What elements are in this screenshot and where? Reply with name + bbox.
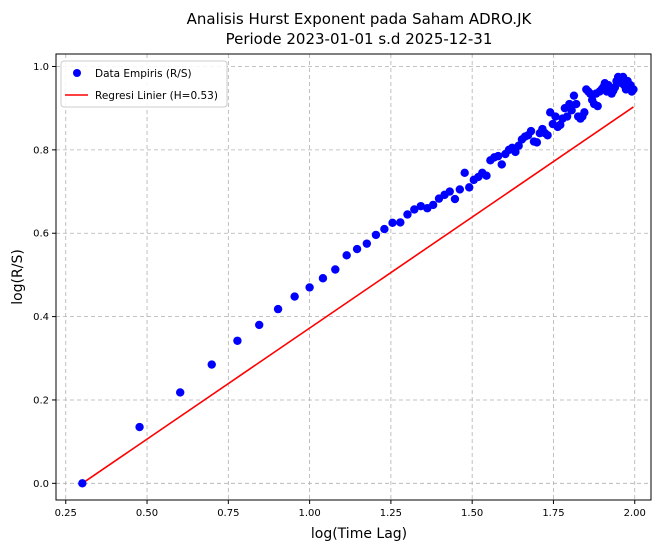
data-point	[403, 210, 412, 219]
data-point	[465, 183, 474, 192]
data-point	[273, 304, 283, 314]
data-point	[371, 230, 381, 240]
data-point	[629, 85, 638, 94]
data-point	[497, 160, 506, 169]
y-tick-label: 1.0	[33, 62, 49, 73]
y-axis-label: log(R/S)	[10, 249, 26, 305]
y-tick-label: 0.0	[33, 479, 49, 490]
data-point	[455, 185, 465, 194]
data-point	[450, 194, 460, 204]
data-point	[331, 265, 340, 274]
plot-frame	[55, 53, 652, 501]
data-point	[551, 112, 560, 121]
legend-box	[60, 60, 228, 108]
data-point	[380, 224, 389, 234]
data-point	[78, 479, 87, 488]
data-point	[290, 292, 299, 301]
y-tick-label: 0.8	[33, 145, 49, 156]
x-tick-label: 0.75	[217, 508, 239, 519]
data-point	[207, 360, 216, 369]
x-tick-label: 1.25	[380, 508, 402, 519]
data-point	[514, 141, 523, 150]
data-point	[176, 388, 185, 397]
scatter-points	[78, 72, 638, 488]
chart-title: Analisis Hurst Exponent pada Saham ADRO.…	[187, 10, 533, 28]
x-tick-label: 1.50	[461, 508, 483, 519]
x-axis-ticks: 0.25 0.50 0.75 1.00 1.25 1.50 1.75 2.00	[55, 500, 646, 519]
data-point	[428, 200, 438, 210]
legend-label-line: Regresi Linier (H=0.53)	[95, 90, 218, 102]
data-point	[580, 108, 589, 117]
data-point	[569, 91, 579, 100]
y-axis-ticks: 0.0 0.2 0.4 0.6 0.8 1.0	[33, 62, 56, 490]
regression-line-layer	[81, 106, 634, 484]
data-point	[572, 99, 581, 109]
x-tick-label: 2.00	[624, 508, 646, 519]
data-point	[388, 218, 397, 228]
data-point	[135, 422, 144, 432]
x-tick-label: 1.75	[542, 508, 564, 519]
legend-label-scatter: Data Empiris (R/S)	[95, 68, 192, 80]
x-tick-label: 0.50	[136, 508, 158, 519]
data-point	[567, 106, 576, 115]
chart-subtitle: Periode 2023-01-01 s.d 2025-12-31	[226, 30, 493, 48]
x-axis-label: log(Time Lag)	[311, 526, 407, 542]
data-point	[352, 244, 362, 254]
data-point	[482, 171, 491, 180]
data-point	[593, 101, 602, 111]
x-tick-label: 1.00	[298, 508, 320, 519]
y-tick-label: 0.2	[33, 395, 49, 406]
y-tick-label: 0.6	[33, 229, 49, 240]
data-point	[543, 131, 552, 140]
y-tick-label: 0.4	[33, 312, 49, 323]
data-point	[493, 151, 503, 161]
data-point	[416, 201, 426, 211]
data-point	[562, 112, 572, 121]
data-point	[526, 126, 536, 136]
data-point	[233, 336, 242, 345]
data-point	[532, 138, 542, 147]
data-point	[255, 320, 264, 330]
data-point	[342, 251, 351, 260]
data-point	[362, 239, 372, 248]
data-point	[318, 274, 328, 283]
legend: Data Empiris (R/S) Regresi Linier (H=0.5…	[60, 60, 228, 108]
x-tick-label: 0.25	[55, 508, 77, 519]
data-point	[460, 168, 469, 177]
regression-line	[81, 106, 634, 484]
data-point	[410, 205, 419, 214]
data-point	[445, 187, 454, 196]
data-point	[305, 283, 314, 292]
data-point	[396, 218, 405, 227]
data-point	[511, 147, 520, 157]
legend-marker-scatter	[73, 69, 81, 77]
